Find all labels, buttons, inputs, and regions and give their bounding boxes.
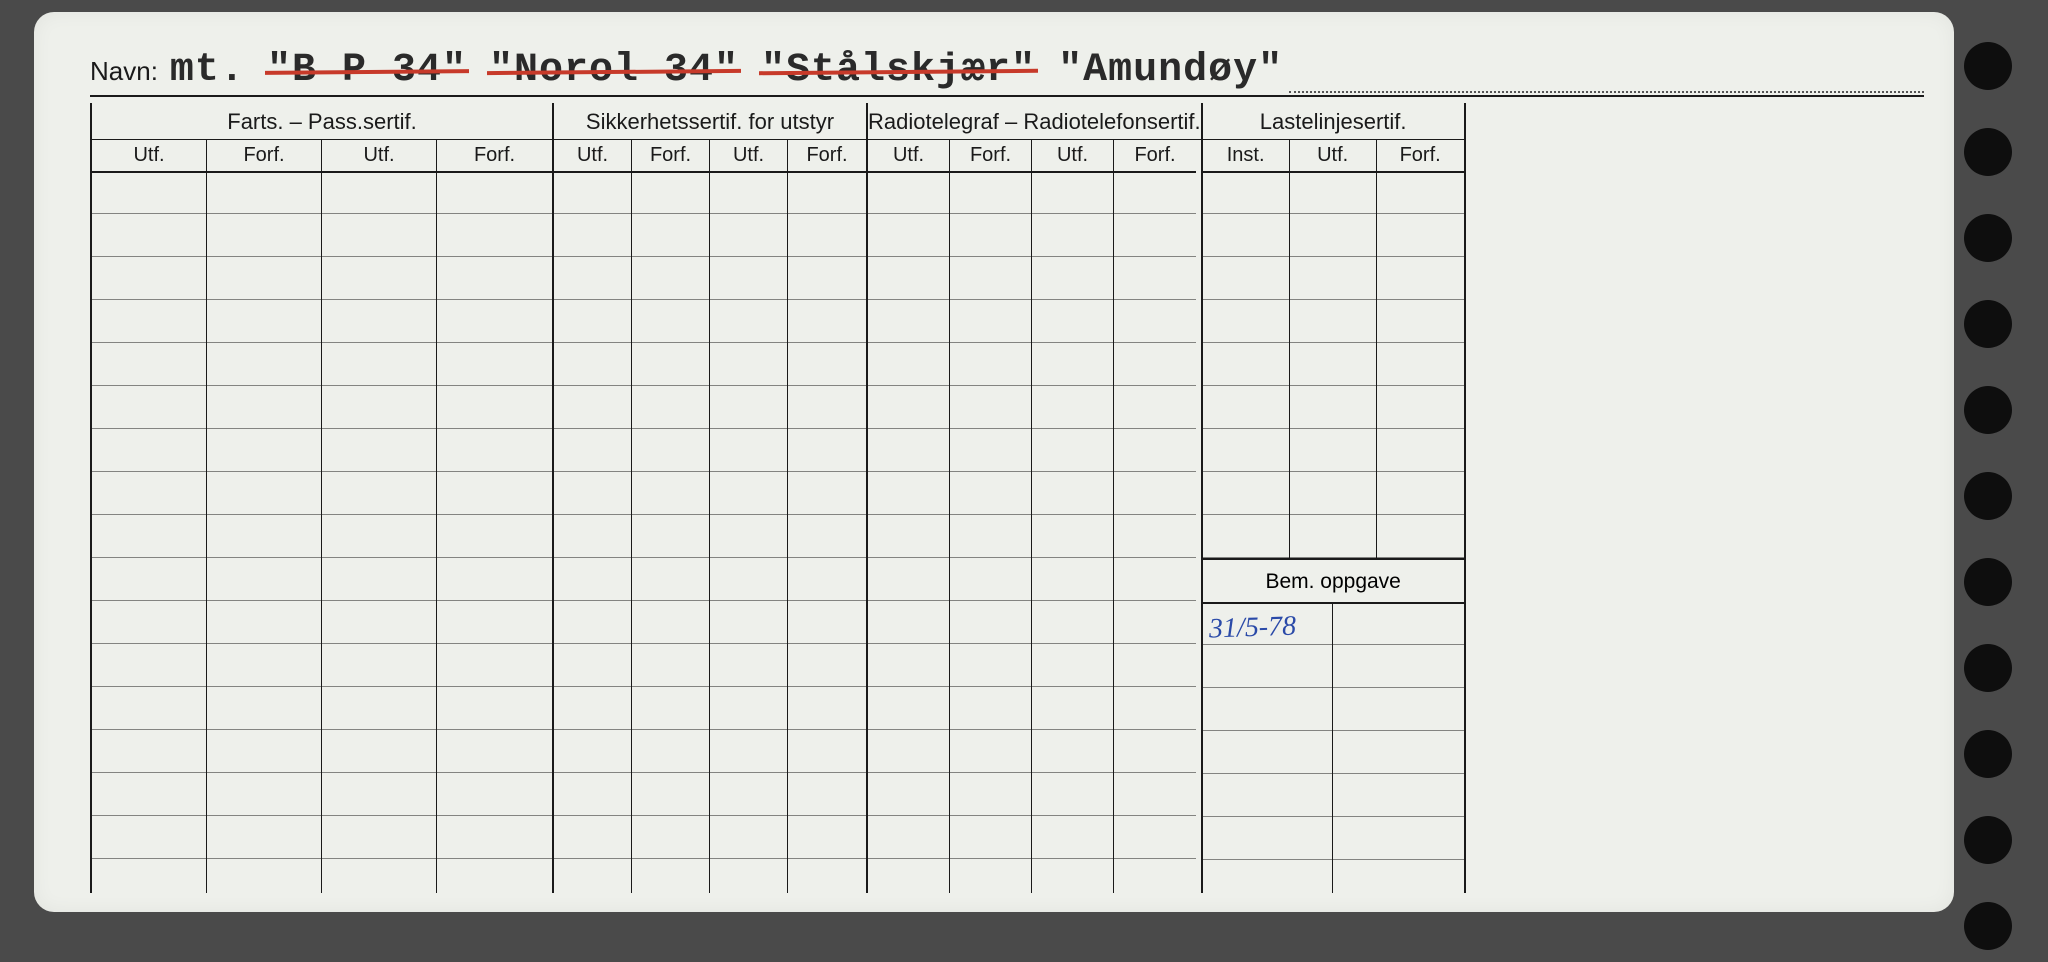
navn-current: "Amundøy" (1058, 48, 1283, 93)
col-body (950, 173, 1031, 893)
group-sikkerhets: Sikkerhetssertif. for utstyr Utf. Forf. … (554, 103, 868, 893)
col-body (322, 173, 436, 893)
group-header: Farts. – Pass.sertif. (92, 103, 552, 140)
certificate-grid: Farts. – Pass.sertif. Utf. Forf. Utf. Fo… (90, 103, 1924, 893)
col-body (868, 173, 949, 893)
col-body (1032, 173, 1113, 893)
navn-struck-0: "B P 34" (267, 48, 467, 93)
hole-icon (1964, 472, 2012, 520)
navn-struck-1: "Norol 34" (489, 48, 739, 93)
navn-struck-2: "Stålskjær" (761, 48, 1036, 93)
col-body (1290, 173, 1376, 558)
hole-icon (1964, 644, 2012, 692)
hole-icon (1964, 730, 2012, 778)
col-header: Utf. (1032, 140, 1113, 173)
hole-icon (1964, 902, 2012, 950)
col-body (554, 173, 631, 893)
bem-col-body (1333, 604, 1464, 893)
col-header: Forf. (1114, 140, 1196, 173)
col-header: Forf. (1377, 140, 1464, 173)
col-header: Forf. (788, 140, 866, 173)
hole-icon (1964, 128, 2012, 176)
col-header: Inst. (1203, 140, 1289, 173)
navn-dotted-line (1289, 91, 1924, 93)
hole-icon (1964, 42, 2012, 90)
col-header: Forf. (207, 140, 321, 173)
col-header: Utf. (1290, 140, 1376, 173)
bem-header: Bem. oppgave (1203, 558, 1464, 604)
col-header: Forf. (437, 140, 552, 173)
hole-icon (1964, 816, 2012, 864)
col-body (1203, 173, 1289, 558)
index-card: Navn: mt. "B P 34" "Norol 34" "Stålskjær… (34, 12, 1954, 912)
col-header: Utf. (868, 140, 949, 173)
hole-icon (1964, 214, 2012, 262)
group-header: Radiotelegraf – Radiotelefonsertif. (868, 103, 1201, 140)
col-header: Utf. (554, 140, 631, 173)
bem-entry-0: 31/5-78 (1208, 610, 1296, 645)
col-body (1377, 173, 1464, 558)
col-body (207, 173, 321, 893)
col-body (1114, 173, 1196, 893)
col-header: Forf. (950, 140, 1031, 173)
col-body (92, 173, 206, 893)
col-body (632, 173, 709, 893)
bem-col-body: 31/5-78 (1203, 604, 1332, 893)
group-header: Sikkerhetssertif. for utstyr (554, 103, 866, 140)
col-header: Utf. (92, 140, 206, 173)
col-body (710, 173, 787, 893)
hole-icon (1964, 300, 2012, 348)
binder-holes (1954, 12, 2014, 950)
navn-text: mt. "B P 34" "Norol 34" "Stålskjær" "Amu… (170, 48, 1283, 93)
col-body (788, 173, 866, 893)
col-header: Forf. (632, 140, 709, 173)
col-header: Utf. (322, 140, 436, 173)
hole-icon (1964, 386, 2012, 434)
group-farts: Farts. – Pass.sertif. Utf. Forf. Utf. Fo… (90, 103, 554, 893)
group-lastelinje: Lastelinjesertif. Inst. Utf. Forf. Bem. … (1203, 103, 1466, 893)
bem-body: 31/5-78 (1203, 604, 1464, 893)
group-header: Lastelinjesertif. (1203, 103, 1464, 140)
navn-prefix: mt. (170, 48, 245, 93)
navn-row: Navn: mt. "B P 34" "Norol 34" "Stålskjær… (90, 48, 1924, 97)
group-radio: Radiotelegraf – Radiotelefonsertif. Utf.… (868, 103, 1203, 893)
col-body (437, 173, 552, 893)
hole-icon (1964, 558, 2012, 606)
navn-label: Navn: (90, 56, 158, 87)
col-header: Utf. (710, 140, 787, 173)
